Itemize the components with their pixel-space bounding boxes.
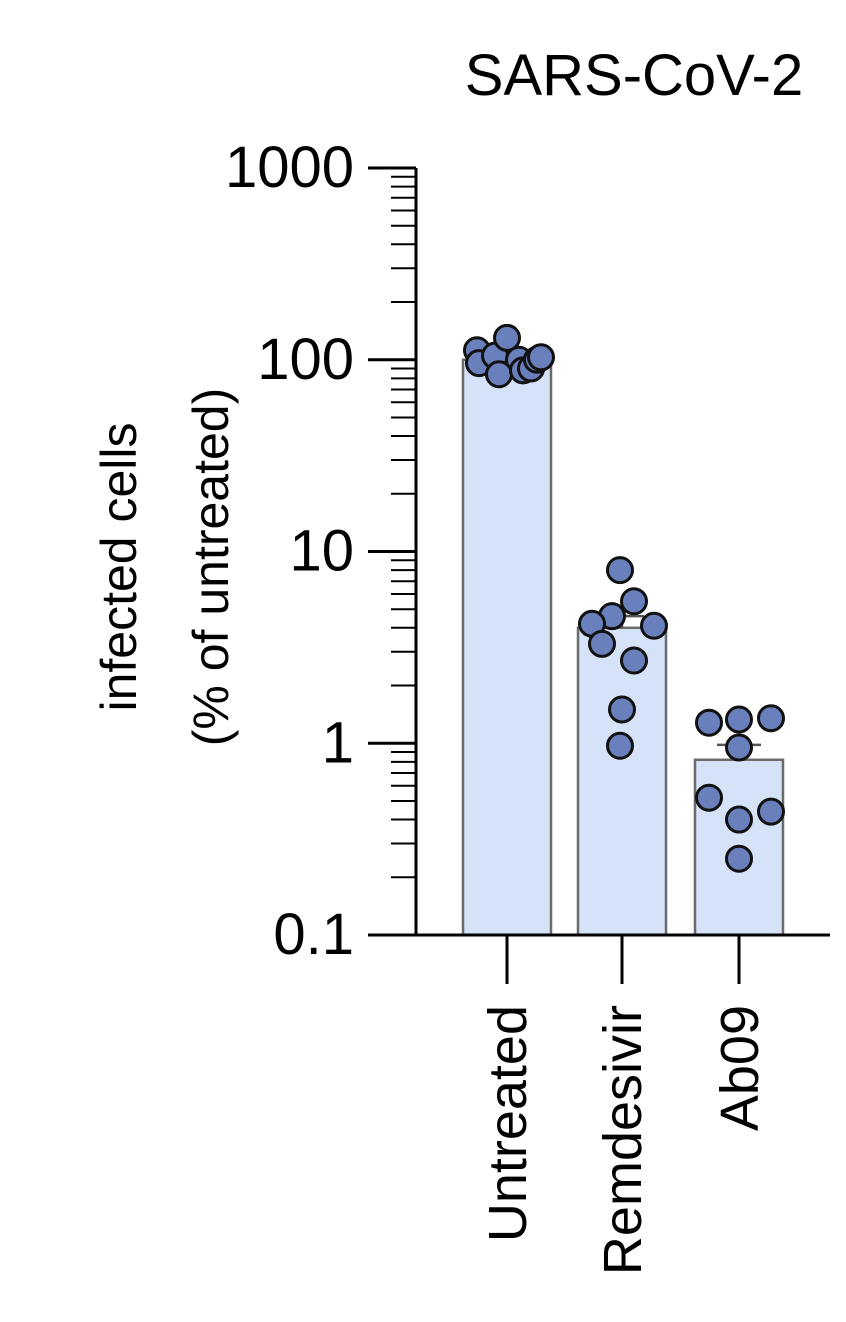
x-axis: Untreated Remdesivir Ab09 bbox=[368, 933, 830, 1275]
data-points bbox=[463, 323, 785, 873]
data-point bbox=[606, 731, 634, 760]
data-point bbox=[620, 587, 648, 616]
y-tick-label: 1000 bbox=[225, 135, 354, 200]
data-point bbox=[588, 629, 616, 658]
data-point bbox=[695, 783, 723, 812]
data-point bbox=[725, 705, 753, 734]
data-point bbox=[640, 611, 668, 640]
y-axis-label: infected cells (% of untreated) bbox=[91, 388, 239, 747]
y-tick-label: 100 bbox=[257, 327, 354, 392]
data-point bbox=[725, 844, 753, 873]
x-tick-label: Ab09 bbox=[710, 1005, 770, 1131]
data-point bbox=[620, 646, 648, 675]
y-tick-label: 10 bbox=[289, 519, 354, 584]
y-axis: 0.1 1 10 100 1000 bbox=[225, 135, 418, 967]
y-axis-label-line1: infected cells bbox=[91, 422, 147, 711]
chart-title: SARS-CoV-2 bbox=[465, 43, 803, 108]
data-point bbox=[695, 708, 723, 737]
y-axis-label-line2: (% of untreated) bbox=[183, 388, 239, 747]
bar-remdesivir bbox=[576, 626, 668, 937]
data-point bbox=[725, 805, 753, 834]
data-point bbox=[725, 733, 753, 762]
data-point bbox=[493, 323, 521, 352]
y-tick-label: 1 bbox=[322, 710, 354, 775]
data-point bbox=[606, 556, 634, 585]
x-tick-label: Remdesivir bbox=[593, 1005, 653, 1275]
data-point bbox=[608, 695, 636, 724]
x-tick-label: Untreated bbox=[478, 1005, 538, 1242]
bar-untreated bbox=[461, 358, 553, 937]
data-point bbox=[757, 797, 785, 826]
y-tick-label: 0.1 bbox=[273, 902, 354, 967]
data-point bbox=[527, 343, 555, 372]
data-point bbox=[485, 360, 513, 389]
data-point bbox=[757, 704, 785, 733]
